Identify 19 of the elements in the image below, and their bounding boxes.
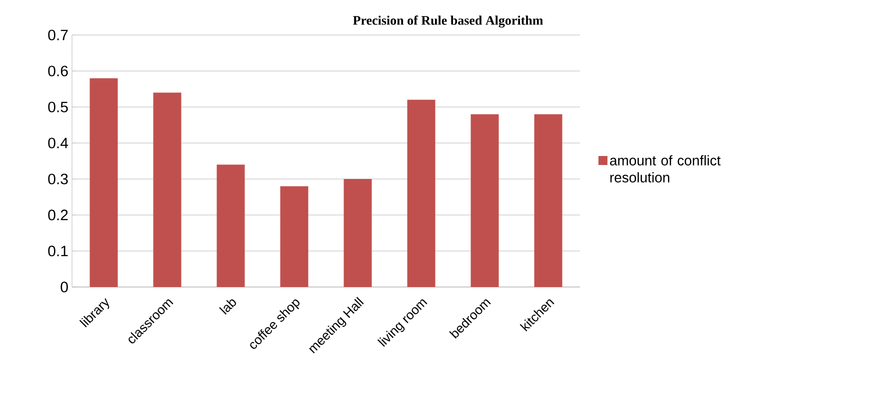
bar: [90, 78, 118, 287]
bar: [216, 164, 245, 287]
y-tick-label: 0.1: [48, 246, 68, 256]
bar: [534, 114, 562, 287]
bar: [407, 100, 436, 287]
bar: [470, 114, 499, 287]
y-tick-label: 0.3: [48, 174, 68, 184]
bar: [344, 179, 372, 287]
bar: [153, 92, 182, 287]
y-tick-label: 0.2: [48, 210, 68, 220]
y-tick-label: 0: [60, 282, 68, 292]
y-tick-label: 0.7: [48, 30, 68, 40]
legend-label: amount of conflict resolution: [610, 155, 721, 182]
x-tick-label: lab: [219, 299, 236, 315]
y-tick-label: 0.5: [48, 102, 68, 112]
bar: [280, 186, 308, 287]
y-tick-label: 0.4: [48, 138, 68, 148]
y-tick-label: 0.6: [48, 66, 68, 76]
chart-title: Precision of Rule based Algorithm: [353, 16, 543, 28]
